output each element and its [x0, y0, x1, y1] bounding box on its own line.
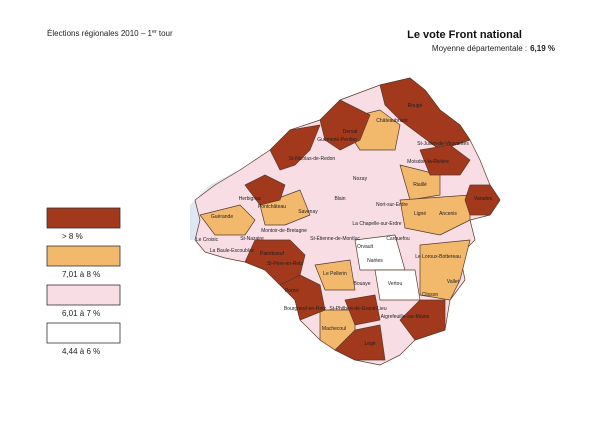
canton-label: Pornic — [285, 288, 300, 294]
legend-label: 6,01 à 7 % — [62, 309, 100, 318]
canton — [344, 294, 381, 326]
canton-label: Le Loroux-Bottereau — [415, 254, 461, 260]
canton-label: St-Nicolas-de-Redon — [289, 156, 336, 162]
legend-label: 7,01 à 8 % — [62, 270, 100, 279]
canton-label: Vertou — [388, 281, 403, 287]
canton-label: Pontchâteau — [258, 204, 286, 210]
legend-swatch — [46, 245, 121, 267]
legend-label: 4,44 à 6 % — [62, 347, 100, 356]
canton-label: Bouaye — [354, 281, 371, 287]
legend-swatch — [46, 207, 121, 229]
canton — [244, 174, 286, 206]
canton — [199, 204, 256, 236]
canton-label: La Baule-Escoublac — [210, 248, 255, 254]
canton-label: Montoir-de-Bretagne — [261, 228, 307, 234]
canton-label: St-Nazaire — [240, 236, 264, 242]
canton-label: St-Père-en-Retz — [267, 261, 304, 267]
canton-label: St-Étienne-de-Montluc — [310, 235, 360, 242]
canton-label: Machecoul — [322, 326, 346, 332]
canton — [419, 239, 471, 301]
canton-label: St-Philbert-de-Grand-Lieu — [329, 306, 386, 312]
canton — [399, 194, 471, 236]
round-text: tour — [159, 29, 173, 38]
superscript: er — [152, 29, 157, 35]
canton-label: Nantes — [367, 258, 383, 264]
canton-label: Aigrefeuille-sur-Maine — [381, 314, 430, 320]
canton-label: Nort-sur-Erdre — [376, 202, 408, 208]
canton-label: Ancenis — [439, 211, 457, 217]
canton — [319, 99, 371, 151]
legend-swatch — [46, 284, 121, 306]
canton-label: La Chapelle-sur-Erdre — [352, 221, 401, 227]
canton-label: Orvault — [357, 244, 374, 250]
title: Le vote Front national — [407, 29, 522, 41]
canton-label: Le Croisic — [196, 237, 219, 243]
average-value: 6,19 % — [530, 44, 555, 53]
canton-label: Clisson — [422, 292, 439, 298]
map: Rougé Châteaubriant Derval Guémené-Penfao St… — [190, 77, 501, 366]
canton-label: Vallet — [447, 279, 460, 285]
canton-label: Riaillé — [413, 182, 427, 188]
canton — [314, 259, 356, 291]
canton-label: Varades — [474, 196, 493, 202]
canton-label: Legé — [364, 341, 375, 347]
canton-label: Ligné — [414, 211, 426, 217]
canton — [259, 189, 311, 226]
canton-label: Derval — [343, 129, 357, 135]
canton-label: Herbignac — [239, 196, 262, 202]
canton — [334, 324, 386, 361]
canton-label: Moisdon-la-Rivière — [407, 159, 449, 165]
canton — [279, 274, 326, 321]
subtitle: Moyenne départementale :6,19 % — [432, 44, 555, 53]
canton-labels: Rougé Châteaubriant Derval Guémené-Penfao St… — [196, 103, 493, 347]
legend-swatch — [46, 322, 121, 344]
canton-label: St-Julien-de-Vouvantes — [417, 141, 469, 147]
election-text: Élections régionales 2010 – 1 — [47, 29, 153, 38]
canton-label: Guémené-Penfao — [317, 137, 357, 143]
legend: > 8 % 7,01 à 8 % 6,01 à 7 % 4,44 à 6 % — [46, 207, 121, 356]
canton — [379, 77, 471, 151]
canton — [269, 124, 321, 171]
canton-label: Guérande — [211, 214, 233, 220]
canton-label: Nozay — [353, 176, 368, 182]
canton-label: Rougé — [408, 103, 423, 109]
average-label: Moyenne départementale : — [432, 44, 527, 53]
canton-label: Bourgneuf-en-Retz — [284, 306, 327, 312]
canton-label: Paimboeuf — [260, 251, 285, 257]
canton-label: Châteaubriant — [376, 118, 408, 124]
election-header: Élections régionales 2010 – 1er tour — [47, 29, 173, 38]
canton-label: Le Pellerin — [323, 271, 347, 277]
canton-label: Blain — [334, 196, 345, 202]
canton — [419, 144, 471, 176]
legend-label: > 8 % — [62, 232, 83, 241]
canton — [399, 299, 446, 341]
canton-label: Carquefou — [386, 236, 410, 242]
canton — [464, 184, 501, 216]
canton-label: Savenay — [298, 209, 318, 215]
